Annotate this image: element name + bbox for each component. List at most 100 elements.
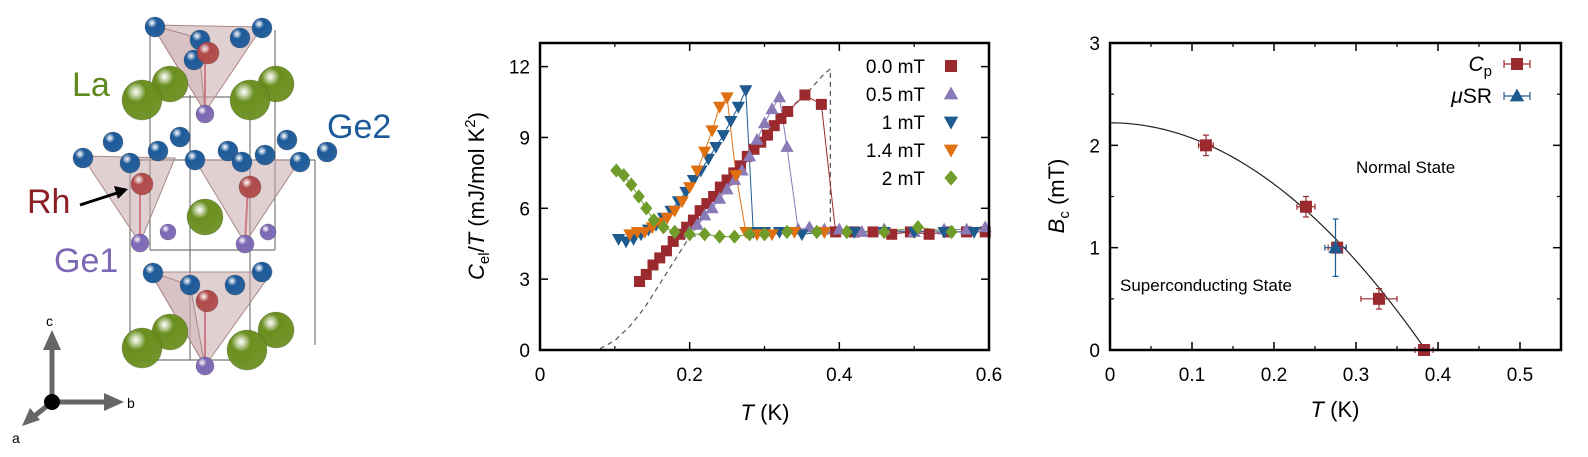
ge1-atom <box>159 223 177 241</box>
axis-b-label: b <box>127 395 135 411</box>
c1-data-point <box>647 212 660 228</box>
ge-atom <box>251 261 273 283</box>
c1-data-point <box>799 89 811 101</box>
c1-data-point <box>714 181 726 193</box>
atoms <box>72 16 338 376</box>
rh-atom <box>238 175 262 199</box>
c1-data-point <box>657 220 670 235</box>
ge-atom <box>147 140 169 162</box>
la-atom <box>186 198 224 236</box>
c1-legend-marker <box>944 170 958 186</box>
c1-legend-marker <box>943 144 959 158</box>
c2-legend-marker <box>1509 88 1525 102</box>
c2-data-point <box>1299 200 1312 213</box>
ge1-atom <box>195 104 215 124</box>
c2-y-tick-label: 2 <box>1089 136 1100 157</box>
c1-data-point <box>743 227 756 242</box>
c2-x-tick-label: 0.3 <box>1343 365 1369 386</box>
c1-data-point <box>742 149 757 162</box>
c1-data-point <box>761 129 773 141</box>
axis-a-label: a <box>12 430 20 446</box>
c1-data-point <box>713 191 727 204</box>
c1-data-point <box>795 229 809 242</box>
c1-data-point <box>708 191 720 202</box>
c1-legend-label: 0.5 mT <box>866 85 926 106</box>
c1-data-point <box>780 140 794 152</box>
c1-x-tick-label: 0.4 <box>826 365 853 386</box>
axis-c-label: c <box>46 313 53 329</box>
ge-atom <box>184 149 206 171</box>
ge-atom <box>217 140 239 162</box>
c2-x-tick-label: 0.2 <box>1261 365 1287 386</box>
la-atom <box>257 311 295 349</box>
c1-data-point <box>625 177 638 192</box>
c1-data-point <box>765 102 779 115</box>
ge-atom <box>316 141 338 163</box>
c1-data-point <box>750 132 764 145</box>
c2-x-tick-label: 0.4 <box>1425 365 1452 386</box>
c1-data-point <box>815 98 827 110</box>
c1-y-tick-label: 12 <box>509 58 530 79</box>
c1-data-point <box>675 196 689 209</box>
c1-data-point <box>647 259 659 271</box>
c1-x-tick-label: 0.2 <box>676 365 702 386</box>
c1-data-point <box>748 143 760 155</box>
c1-series-markers <box>610 85 992 288</box>
ge-atom <box>251 17 273 39</box>
c1-data-point <box>683 182 697 194</box>
c1-ticks: 0 0.2 0.4 0.6 0 3 6 9 12 <box>509 43 1002 386</box>
c1-data-point <box>775 113 787 125</box>
ge1-label: Ge1 <box>54 242 118 280</box>
la-atom <box>226 329 268 371</box>
c1-data-point <box>654 252 666 264</box>
c1-data-point <box>713 101 727 114</box>
c1-data-point <box>728 229 741 244</box>
c2-x-tick-label: 0 <box>1105 365 1116 386</box>
c1-data-point <box>768 120 780 132</box>
c1-data-point <box>735 160 747 172</box>
c1-y-axis-label: Cel/T (mJ/mol K2) <box>462 112 493 280</box>
ge1-atom <box>130 233 150 253</box>
c1-data-point <box>690 165 704 178</box>
rh-label: Rh <box>27 183 70 221</box>
c1-data-point <box>782 105 794 117</box>
c1-data-point <box>698 208 712 221</box>
c1-data-point <box>686 175 701 187</box>
c1-data-point <box>772 90 787 103</box>
annotation-superconducting-state: Superconducting State <box>1120 276 1292 295</box>
c1-legend-marker <box>943 86 959 100</box>
c1-data-point <box>623 229 637 242</box>
rh-atom <box>195 289 219 313</box>
c1-data-point <box>739 85 753 98</box>
c1-data-point <box>720 92 734 105</box>
c2-fit-curve <box>1109 122 1427 351</box>
chart-specific-heat: 0 0.2 0.4 0.6 0 3 6 9 12 0.0 mT 0.5 mT 1 mT 1.4 mT 2… <box>462 41 1002 425</box>
la-atom <box>121 79 163 121</box>
c1-data-point <box>667 235 679 247</box>
c2-ticks: 0 0.1 0.2 0.3 0.4 0.5 0 1 2 3 <box>1089 34 1562 386</box>
c1-y-tick-label: 9 <box>519 128 530 149</box>
c1-data-point <box>698 146 712 159</box>
crystal-axes: c b a <box>12 313 135 446</box>
c1-data-point <box>721 174 733 186</box>
c1-data-point <box>731 101 745 114</box>
c1-data-point <box>716 130 730 142</box>
crystal-labels: La Ge2 Rh Ge1 <box>27 66 391 280</box>
c1-data-point <box>810 224 823 240</box>
c1-data-point <box>945 224 958 240</box>
c1-legend-marker <box>945 60 957 72</box>
c2-legend: Cp μSR <box>1450 53 1531 108</box>
c2-y-tick-label: 3 <box>1089 34 1100 55</box>
c1-data-point <box>674 228 686 240</box>
c1-data-point <box>698 227 711 242</box>
c1-data-point <box>683 227 696 242</box>
c1-data-point <box>638 226 652 239</box>
ge-atom <box>224 274 246 296</box>
c1-x-axis-label: T (K) <box>741 400 790 425</box>
c2-data-point <box>1199 139 1212 152</box>
c1-data-point <box>690 217 704 230</box>
c1-data-point <box>886 228 898 240</box>
c2-legend-label: Cp <box>1468 53 1492 80</box>
c1-data-point <box>694 205 706 217</box>
